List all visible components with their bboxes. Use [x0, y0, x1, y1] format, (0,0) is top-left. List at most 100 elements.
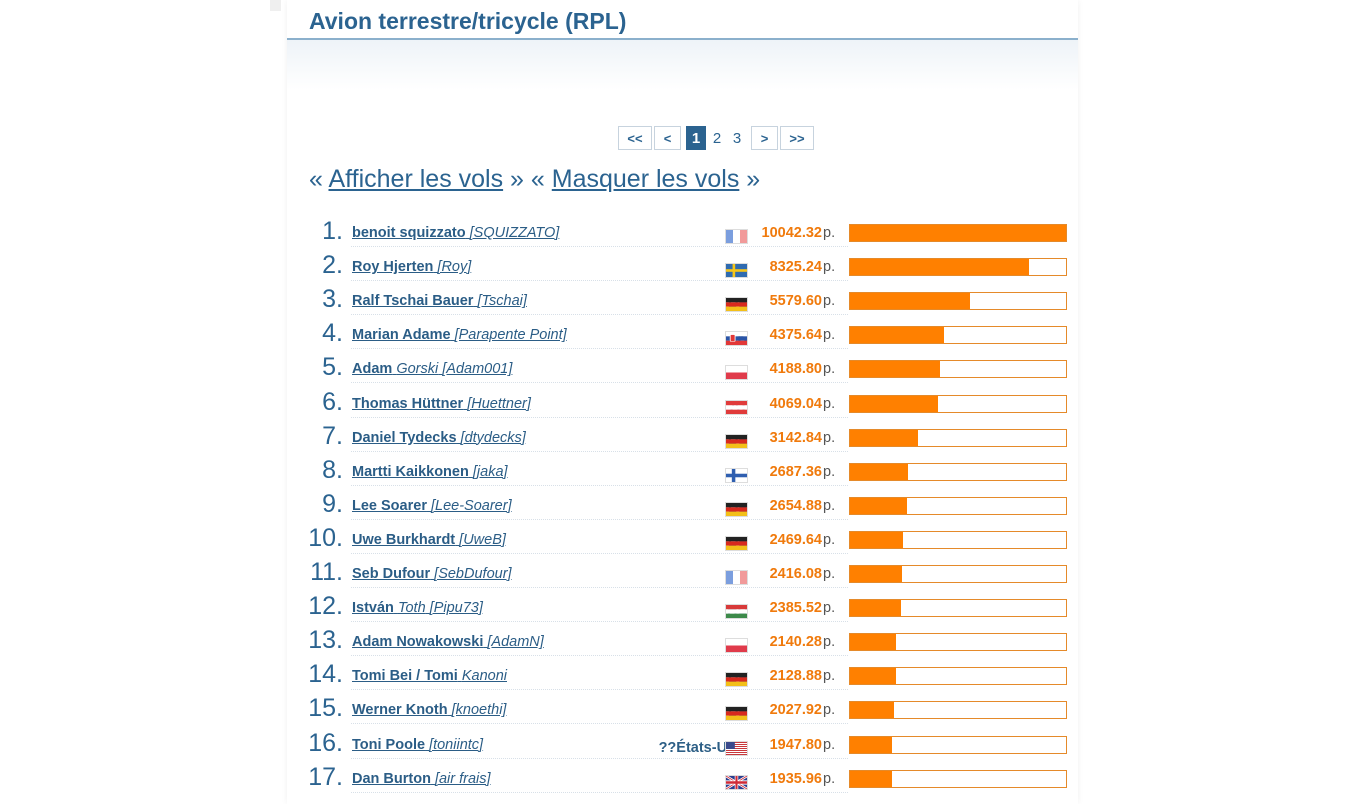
us-flag-icon	[725, 740, 748, 756]
ranking-row: 6.Thomas Hüttner [Huettner]AT4069.04p.	[287, 384, 1078, 418]
ranking-row: 4.Marian Adame [Parapente Point]SK4375.6…	[287, 315, 1078, 350]
hide-flights-link[interactable]: Masquer les vols	[551, 165, 740, 193]
ranking-row: 7.Daniel Tydecks [dtydecks]DE3142.84p.	[287, 418, 1078, 452]
pilot-link[interactable]: Tomi Bei / Tomi Kanoni	[352, 668, 507, 684]
rank-number: 16.	[308, 728, 343, 757]
row-separator	[351, 587, 848, 588]
ranking-row: 15.Werner Knoth [knoethi]DE2027.92p.	[287, 690, 1078, 725]
points-unit: p.	[823, 702, 836, 719]
show-flights-link[interactable]: Afficher les vols	[328, 165, 504, 193]
pager-prev-button[interactable]: <	[654, 126, 681, 150]
row-separator	[351, 450, 848, 452]
pilot-link[interactable]: benoit squizzato [SQUIZZATO]	[352, 225, 559, 241]
points-unit: p.	[823, 634, 836, 651]
points-value: 1935.96	[769, 770, 822, 787]
points-bar-fill	[850, 497, 908, 514]
ranking-row: 3.Ralf Tschai Bauer [Tschai]DE5579.60p.	[287, 281, 1078, 316]
pilot-alias: [toniintc]	[429, 736, 484, 753]
fr-flag-icon	[725, 570, 748, 585]
pilot-name: Dan Burton	[352, 770, 431, 787]
pager-last-button[interactable]: >>	[780, 126, 814, 150]
points-bar-fill	[850, 634, 897, 651]
ranking-panel: Avion terrestre/tricycle (RPL) << < 1 2 …	[287, 0, 1078, 804]
fr-flag-icon	[725, 229, 748, 244]
points-unit: p.	[823, 531, 836, 548]
pilot-surname: Toth	[397, 600, 426, 617]
pager-first-button[interactable]: <<	[618, 126, 652, 150]
pilot-link[interactable]: Uwe Burkhardt [UweB]	[352, 532, 506, 548]
row-separator	[351, 723, 848, 725]
pager-current-page[interactable]: 1	[686, 126, 706, 150]
pilot-alias: [Adam001]	[442, 361, 513, 378]
points-value: 4069.04	[769, 395, 822, 412]
row-separator	[351, 382, 848, 384]
points-bar	[849, 735, 1067, 754]
row-separator	[351, 484, 848, 486]
fi-flag-icon	[725, 467, 748, 483]
points-unit: p.	[823, 293, 836, 310]
flights-toggle: « Afficher les vols » « Masquer les vols…	[309, 165, 760, 194]
pilot-alias: [SebDufour]	[434, 566, 512, 582]
pilot-alias: [dtydecks]	[460, 429, 526, 446]
ranking-row: 10.Uwe Burkhardt [UweB]DE2469.64p.	[287, 520, 1078, 554]
points-bar	[849, 462, 1067, 481]
points-unit: p.	[823, 361, 836, 378]
pilot-link[interactable]: Toni Poole [toniintc]	[352, 737, 483, 753]
row-separator	[351, 757, 848, 759]
points-bar	[849, 599, 1067, 618]
title-shade	[287, 40, 1078, 90]
points-value: 2687.36	[769, 463, 822, 480]
ranking-row: 11.Seb Dufour [SebDufour]FR2416.08p.	[287, 554, 1078, 588]
pilot-link[interactable]: Thomas Hüttner [Huettner]	[352, 396, 531, 412]
pager-next-button[interactable]: >	[751, 126, 778, 150]
points-bar-fill	[850, 327, 945, 344]
rank-number: 10.	[308, 523, 343, 552]
points-value: 2140.28	[769, 634, 822, 651]
pilot-link[interactable]: Marian Adame [Parapente Point]	[352, 327, 567, 343]
ranking-row: 9.Lee Soarer [Lee-Soarer]DE2654.88p.	[287, 486, 1078, 520]
pager-page-3[interactable]: 3	[732, 129, 742, 147]
pilot-name: Roy Hjerten	[352, 259, 434, 276]
pilot-link[interactable]: Martti Kaikkonen [jaka]	[352, 464, 508, 480]
pl-flag-icon	[725, 365, 748, 381]
points-value: 1947.80	[769, 736, 822, 753]
pilot-alias: [jaka]	[472, 463, 508, 480]
points-unit: p.	[823, 327, 836, 344]
pilot-link[interactable]: Seb Dufour [SebDufour]	[352, 566, 512, 582]
sk-flag-icon	[725, 331, 748, 347]
rank-number: 7.	[322, 421, 343, 450]
pilot-link[interactable]: Lee Soarer [Lee-Soarer]	[352, 498, 512, 514]
de-flag-icon	[725, 535, 748, 551]
pilot-link[interactable]: Ralf Tschai Bauer [Tschai]	[352, 293, 527, 309]
points-unit: p.	[823, 395, 836, 412]
pilot-link[interactable]: Roy Hjerten [Roy]	[352, 259, 471, 275]
pilot-link[interactable]: Werner Knoth [knoethi]	[352, 702, 506, 718]
points-bar	[849, 326, 1067, 345]
pilot-link[interactable]: Adam Nowakowski [AdamN]	[352, 634, 544, 650]
pilot-link[interactable]: Adam Gorski [Adam001]	[352, 361, 512, 377]
rank-number: 15.	[308, 694, 343, 723]
points-bar-fill	[850, 463, 908, 480]
points-bar-fill	[850, 531, 904, 548]
pilot-link[interactable]: Dan Burton [air frais]	[352, 771, 491, 787]
ranking-row: 1.benoit squizzato [SQUIZZATO]FR10042.32…	[287, 213, 1078, 247]
pilot-link[interactable]: István Toth [Pipu73]	[352, 600, 483, 616]
rank-number: 14.	[308, 660, 343, 689]
points-unit: p.	[823, 600, 836, 617]
ranking-row: 8.Martti Kaikkonen [jaka]FI2687.36p.	[287, 452, 1078, 486]
points-unit: p.	[823, 770, 836, 787]
toggle-middle-quote: » «	[510, 165, 545, 193]
row-separator	[351, 621, 848, 623]
row-separator	[351, 416, 848, 418]
at-flag-icon	[725, 399, 748, 415]
row-separator	[351, 552, 848, 554]
pager-page-2[interactable]: 2	[712, 129, 722, 147]
toggle-open-quote: «	[309, 165, 323, 193]
points-bar	[849, 633, 1067, 652]
pilot-link[interactable]: Daniel Tydecks [dtydecks]	[352, 430, 526, 446]
de-flag-icon	[725, 501, 748, 517]
row-separator	[351, 689, 848, 691]
hu-flag-icon	[725, 604, 748, 620]
rank-number: 3.	[322, 285, 343, 314]
points-value: 4188.80	[769, 361, 822, 378]
